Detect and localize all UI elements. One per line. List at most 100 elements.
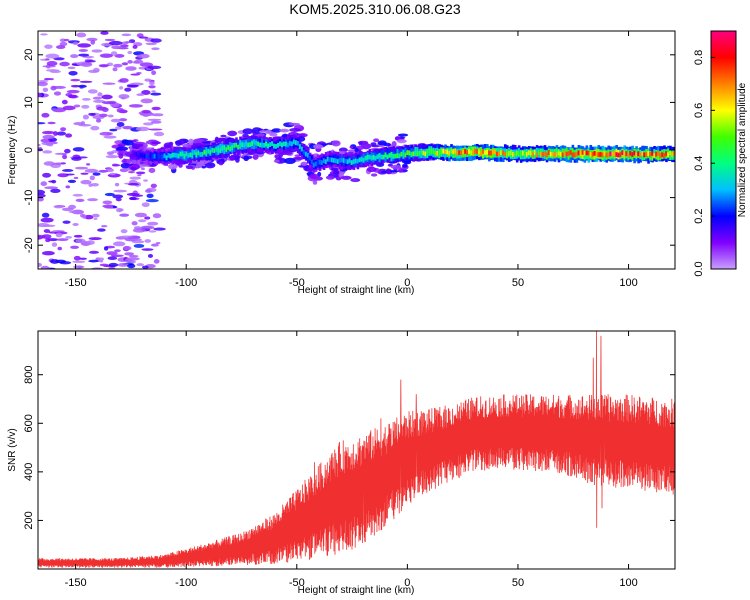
spectrogram-x-axis-label: Height of straight line (km) [298,285,415,296]
spectrogram-cell [368,154,372,160]
spectrogram-cell [181,151,185,157]
snr-panel: -150 -100 -50 0 50 100 200 400 600 800 Height of… [7,330,676,596]
spectrogram-cell [297,165,310,168]
spectrogram-cell [146,193,154,199]
spectrogram-cell [350,160,354,165]
spectrogram-cell [503,151,507,157]
spectrogram-cell [242,133,249,138]
spectrogram-cell [290,141,294,147]
spectrogram-cell [442,148,445,154]
spectrogram-cell [88,250,99,254]
spectrogram-cell [253,139,256,150]
spectrogram-cell [549,151,553,157]
spectrogram-cell [88,237,102,241]
spectrogram-cell [430,148,433,154]
spectrogram-cell [378,152,382,158]
spectrogram-cell [271,128,282,133]
spectrogram-cell [541,152,545,157]
spectrogram-cell [149,152,153,158]
spectrogram-cell [179,151,183,157]
spectrogram-cell [65,173,75,176]
spectrogram-cell [93,99,106,103]
spectrogram-cell [669,150,672,156]
spectrogram-cell [92,172,101,176]
spectrogram-cell [577,150,581,156]
spectrogram-cell [659,153,662,158]
spectrogram-cell [102,200,113,205]
spectrogram-cell [665,151,668,156]
spectrogram-cell [57,246,63,251]
spectrogram-cell [484,150,487,156]
spectrogram-cell [68,70,78,76]
spectrogram-cell [118,94,130,99]
spectrogram-cell [151,243,159,247]
spectrogram-cell [114,249,121,253]
spectrogram-cell [132,44,138,49]
spectrogram-cell [40,265,50,269]
spectrogram-cell [112,205,117,209]
colorbar-tick-label: 0.6 [693,103,705,118]
spectrogram-cell [48,139,54,142]
spectrogram-cell [93,217,98,221]
spectrogram-cell [135,151,139,157]
spectrogram-cell [135,126,150,132]
spectrogram-cell [252,154,259,160]
colorbar-tick-label: 0.0 [693,261,705,276]
spectrogram-cell [113,241,126,247]
snr-x-tick-label: -150 [65,577,87,589]
spectrogram-cell [328,157,332,163]
spectrogram-cell [420,148,423,154]
spectrogram-cell [527,150,531,156]
snr-x-tick-label: 100 [619,577,637,589]
spectrogram-cell [613,151,617,156]
spectrogram-cell [505,152,509,157]
spectrogram-cell [631,152,634,157]
spectrogram-cell [151,47,160,51]
spectrogram-cell [515,150,519,156]
spectrogram-cell [113,189,128,193]
spectrogram-cell [519,151,523,157]
spectrogram-cell [396,139,407,144]
spectrogram-cell [175,140,182,146]
spectrogram-cell [92,213,100,218]
spectrogram-cell [62,154,68,160]
spectrogram-cell [78,124,92,127]
spectrogram-cell [391,141,397,148]
spectrogram-cell [108,262,119,267]
spectrogram-cell [116,207,123,213]
spectrogram-cell [42,150,53,154]
spectrogram-cell [643,152,646,158]
spectrogram-cell [108,40,123,46]
spectrogram-cell [605,152,609,158]
spectrogram-cell [231,145,234,150]
spectrogram-cell [298,144,302,150]
spectrogram-cell [152,213,162,219]
spectrogram-cell [342,158,346,163]
spectrogram-cell [76,32,87,38]
spectrogram-cell [589,152,593,157]
spectrogram-cell [525,151,529,157]
spectrogram-cell [356,158,360,164]
snr-x-tick-label: 50 [512,577,524,589]
spectrogram-cell [376,154,380,160]
spectrogram-cell [99,263,109,267]
spectrogram-cell [310,159,314,165]
spectrogram-cell [565,151,569,157]
spectrogram-cell [137,219,147,223]
spectrogram-cell [320,160,324,166]
spectrogram-cell [348,158,352,163]
spectrogram-cell [273,159,280,163]
spectrogram-cell [122,158,127,163]
spectrogram-cell [314,161,318,167]
spectrogram-cell [635,152,638,158]
spectrogram-cell [557,150,561,156]
spectrogram-cell [627,153,630,158]
spectrogram-cell [79,257,87,260]
spectrogram-cell [418,150,421,156]
spectrogram-cell [553,152,557,157]
spectrogram-cell [72,260,86,263]
spectrogram-cell [45,238,51,243]
spectrogram-cell [336,159,340,164]
spectrogram-cell [364,155,368,161]
spectrogram-cell [354,158,358,164]
